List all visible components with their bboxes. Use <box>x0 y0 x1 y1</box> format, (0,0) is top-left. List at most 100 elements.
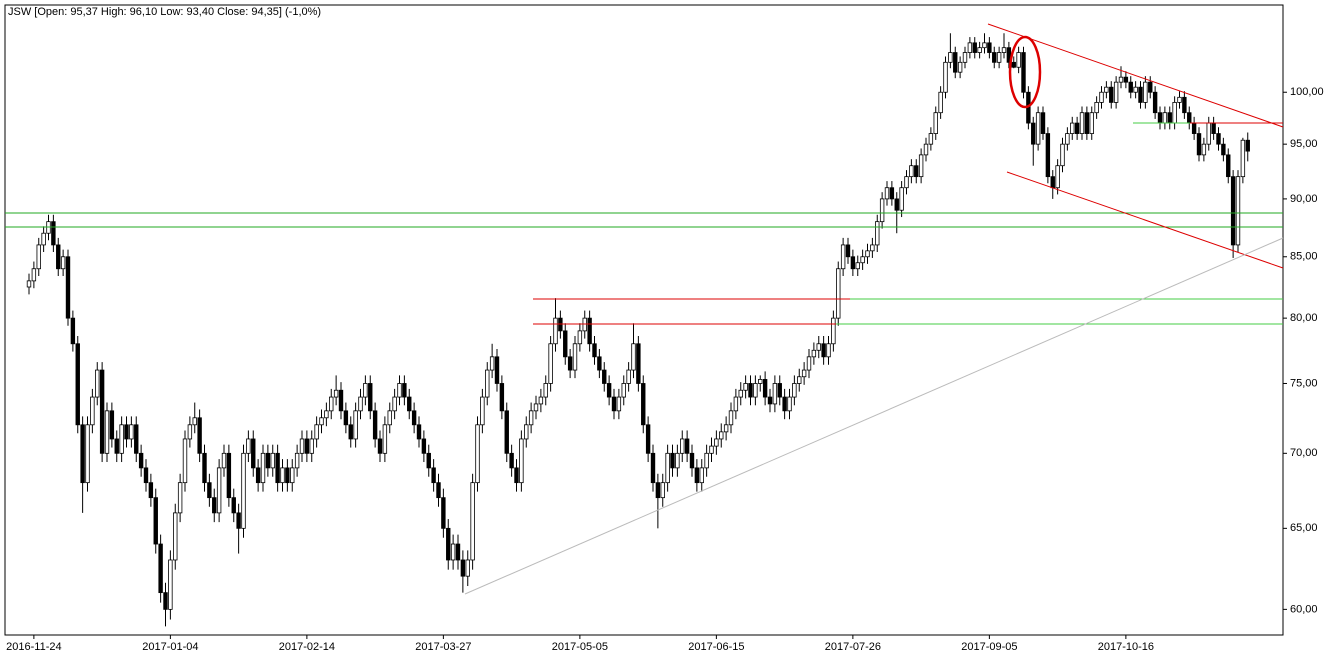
candle-body <box>1011 61 1016 68</box>
candle-body <box>80 424 85 484</box>
candle-body <box>1031 122 1036 145</box>
candle-body <box>1221 143 1226 156</box>
candle-body <box>348 424 353 440</box>
candle-body <box>665 452 670 484</box>
candle-body <box>114 438 119 454</box>
uptrend-line <box>464 237 1284 595</box>
candle-body <box>821 343 826 358</box>
candle-body <box>524 424 529 440</box>
candle-body <box>197 417 202 454</box>
candle-body <box>675 452 680 469</box>
candle-body <box>124 424 129 440</box>
chart-title: JSW [Open: 95,37 High: 96,10 Low: 93,40 … <box>8 6 321 18</box>
candle-body <box>879 198 885 223</box>
x-tick-label: 2017-06-15 <box>688 641 744 653</box>
candle-body <box>31 268 37 282</box>
candle-body <box>723 424 729 433</box>
candle-body <box>626 369 631 384</box>
candle-body <box>816 343 821 351</box>
candle-body <box>1109 86 1114 103</box>
candle-body <box>148 482 154 499</box>
candle-body <box>387 410 392 426</box>
candle-body <box>241 452 246 529</box>
candle-body <box>1099 91 1104 103</box>
candle-body <box>704 452 709 469</box>
candle-body <box>1104 86 1109 93</box>
candle-body <box>1182 96 1187 114</box>
y-tick-label: 60,00 <box>1290 603 1318 615</box>
candle-body <box>972 42 977 53</box>
candle-body <box>611 396 617 412</box>
candle-body <box>187 424 193 440</box>
candle-body <box>309 438 314 454</box>
candle-body <box>41 232 46 246</box>
candle-body <box>158 543 163 594</box>
candle-body <box>251 438 256 469</box>
candle-body <box>865 250 870 258</box>
candle-body <box>899 187 904 211</box>
candle-body <box>494 356 500 384</box>
candle-body <box>329 396 334 412</box>
candle-body <box>699 467 704 484</box>
candle-body <box>709 445 714 454</box>
candle-body <box>567 356 573 371</box>
candle-body <box>304 438 310 454</box>
candle-body <box>236 512 241 529</box>
candle-body <box>1094 102 1099 114</box>
candle-body <box>811 349 817 358</box>
candle-body <box>99 369 105 454</box>
candle-body <box>143 467 149 484</box>
candle-body <box>1001 47 1007 53</box>
candle-body <box>36 244 41 270</box>
candle-body <box>977 47 982 53</box>
candle-body <box>680 438 685 454</box>
candle-body <box>923 143 929 156</box>
candle-body <box>1230 176 1236 246</box>
candle-body <box>353 410 358 440</box>
x-tick-label: 2017-03-27 <box>415 641 471 653</box>
candle-body <box>294 452 300 469</box>
candle-body <box>402 383 407 398</box>
candle-body <box>407 396 412 412</box>
candle-body <box>1157 112 1163 124</box>
candle-body <box>957 61 963 73</box>
candle-body <box>777 383 782 398</box>
candle-body <box>855 262 860 270</box>
candle-body <box>109 410 115 440</box>
candle-body <box>119 424 124 454</box>
candle-body <box>1050 176 1055 189</box>
candle-body <box>60 256 66 270</box>
candle-body <box>1148 81 1153 93</box>
y-tick-label: 85,00 <box>1290 251 1318 263</box>
candle-body <box>733 396 739 412</box>
y-tick-label: 90,00 <box>1290 193 1318 205</box>
candle-body <box>992 52 997 63</box>
candle-body <box>928 133 934 145</box>
candle-body <box>670 452 675 469</box>
candle-body <box>285 467 290 484</box>
candle-body <box>499 383 505 412</box>
candle-body <box>738 389 743 398</box>
candle-body <box>480 396 485 426</box>
candle-body <box>421 438 427 454</box>
candle-body <box>1084 112 1090 134</box>
candle-body <box>319 417 324 426</box>
candle-body <box>753 383 758 398</box>
candle-body <box>1143 81 1148 103</box>
candle-body <box>1240 139 1246 178</box>
candle-body <box>455 543 461 561</box>
x-tick-label: 2017-10-16 <box>1098 641 1154 653</box>
candle-body <box>85 424 90 484</box>
candle-body <box>202 452 207 484</box>
candle-body <box>787 396 792 412</box>
candle-body <box>597 356 602 371</box>
candle-body <box>441 497 446 529</box>
candle-body <box>987 42 992 53</box>
candle-body <box>485 369 490 398</box>
candle-body <box>904 176 909 189</box>
candle-body <box>850 256 856 270</box>
drawn-trendlines <box>5 23 1284 595</box>
candle-body <box>324 410 329 419</box>
candle-body <box>26 280 32 288</box>
